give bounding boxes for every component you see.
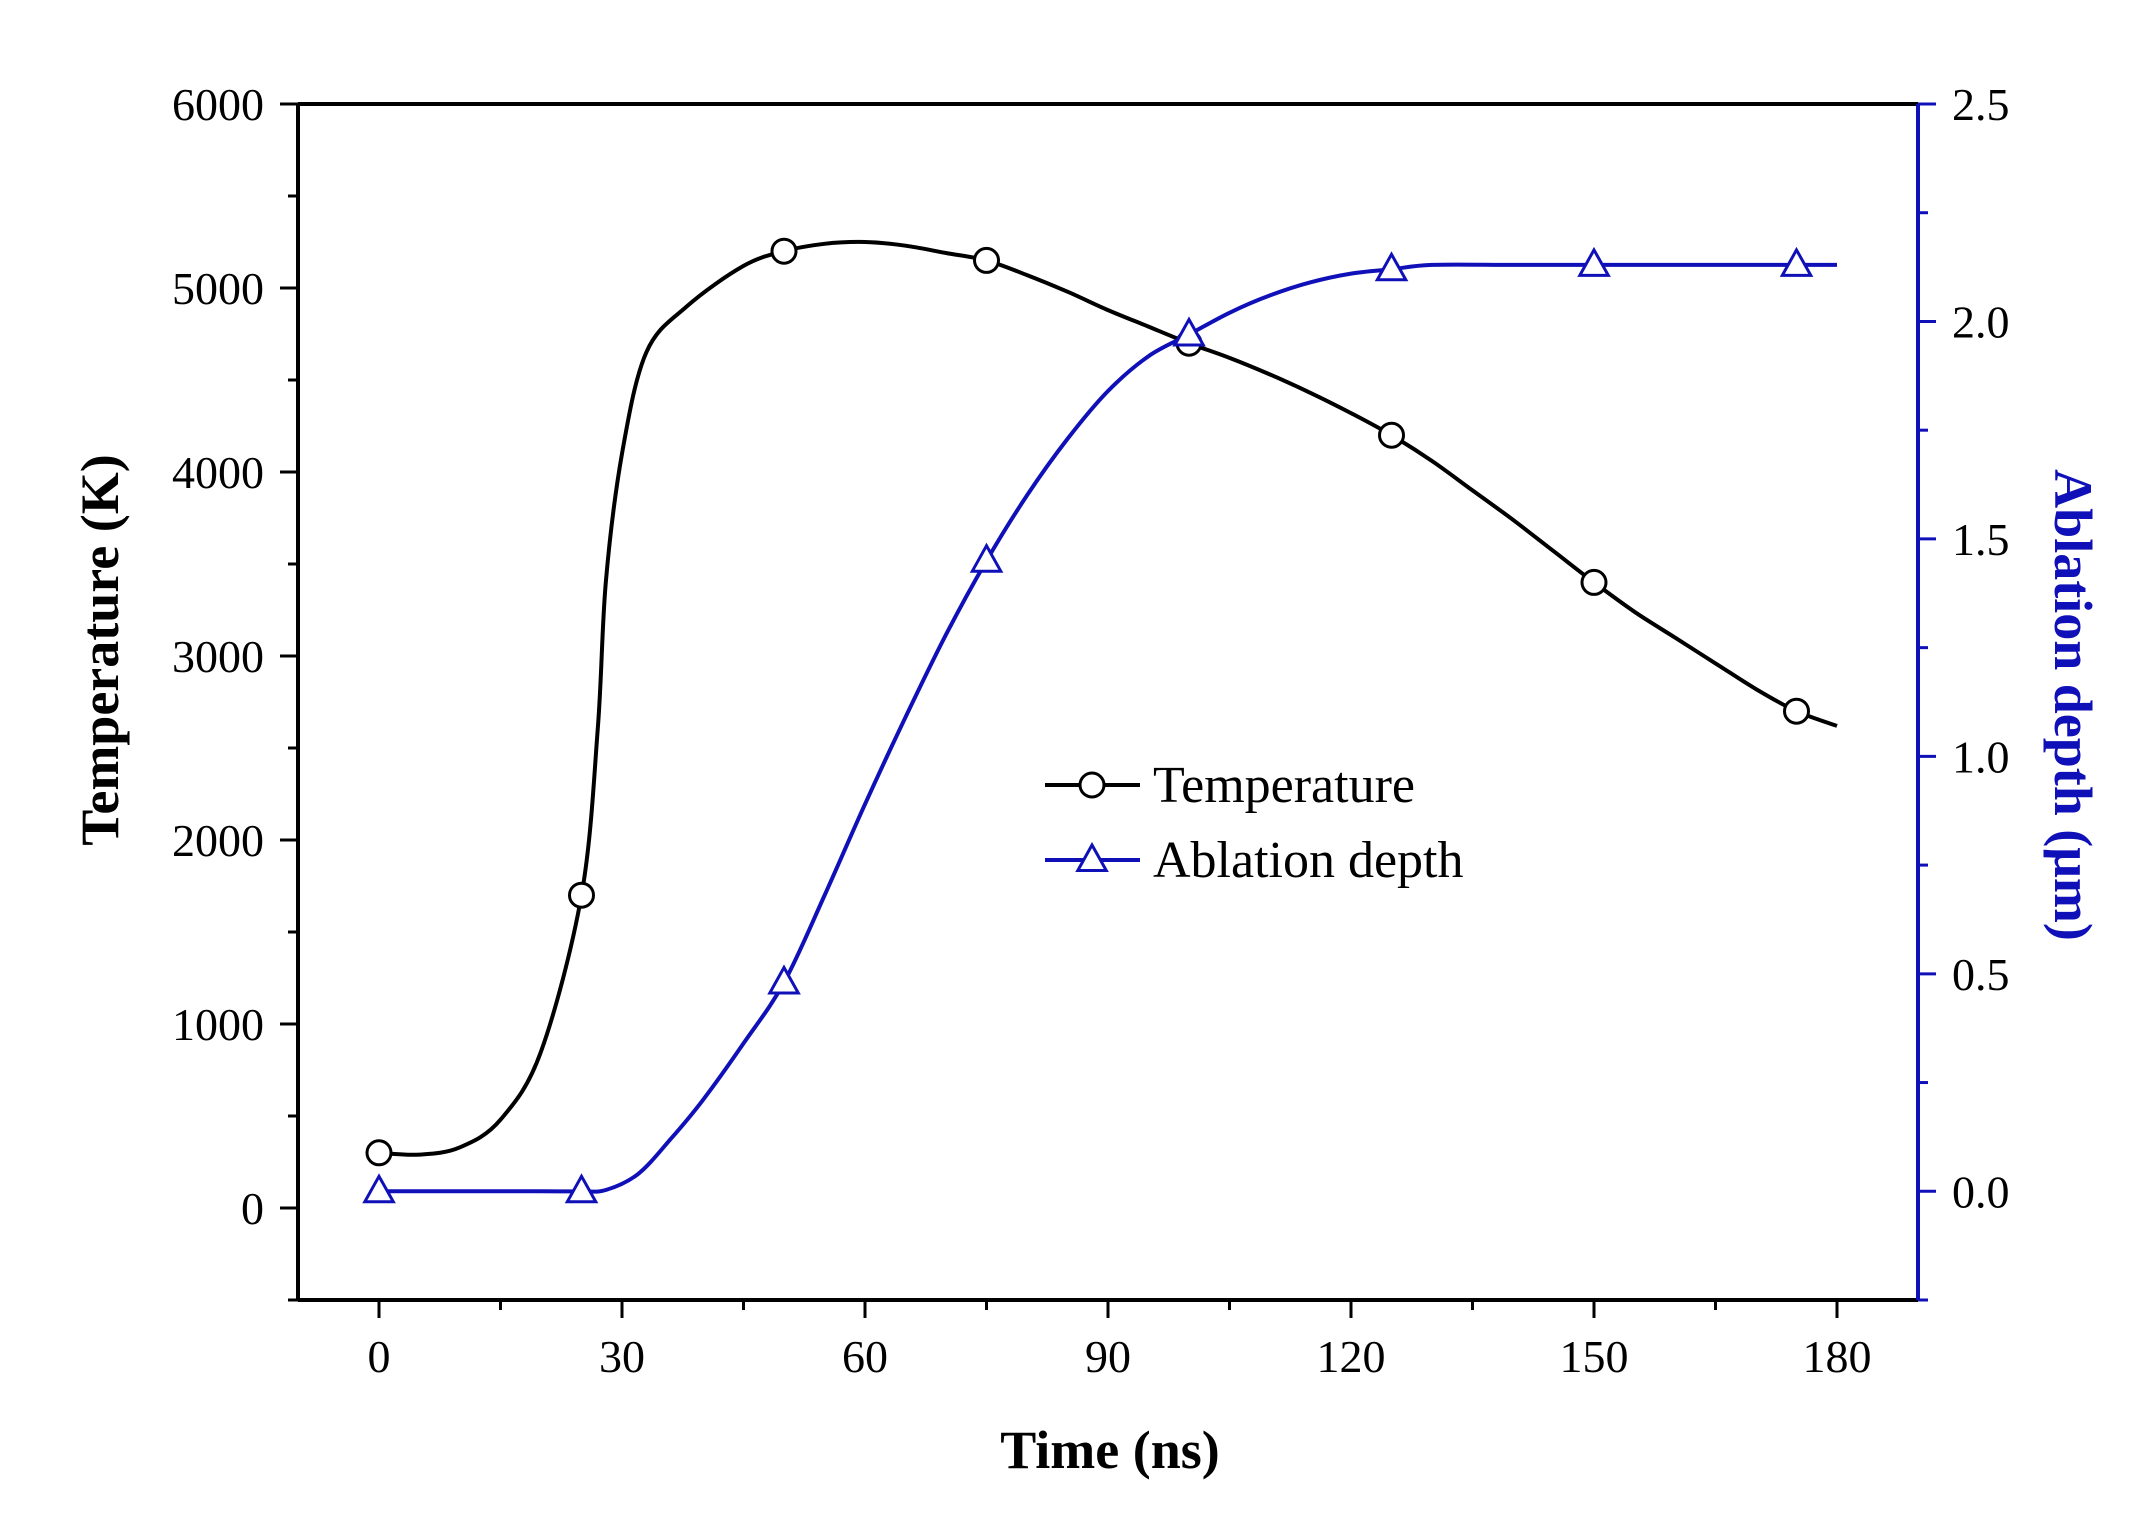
x-tick-label: 180 [1803,1331,1872,1382]
y-right-tick-label: 1.5 [1952,514,2010,565]
y-right-tick-label: 0.5 [1952,949,2010,1000]
legend-item-temperature: Temperature [1045,757,1415,814]
y-left-tick-label: 5000 [172,263,264,314]
legend-marker [1075,841,1109,872]
data-point-circle [1378,421,1405,449]
x-tick-label: 90 [1085,1331,1131,1382]
axes-layer: 0 30 60 90 120 150 180 0 1000 2000 3000 4000 5000 600… [172,79,2010,1382]
y-right-tick-label: 2.5 [1952,79,2010,130]
y-left-tick-label: 0 [241,1183,264,1234]
legend-label: Ablation depth [1153,832,1464,889]
legend-marker [1078,771,1106,799]
series-line [378,239,1838,1157]
data-point-triangle [969,542,1004,573]
legend: Temperature Ablation depth [1045,757,1464,889]
y-left-tick-label: 2000 [172,815,264,866]
data-point-circle [568,881,595,909]
x-tick-label: 120 [1317,1331,1386,1382]
legend-label: Temperature [1153,757,1415,814]
y-right-tick-label: 0.0 [1952,1166,2010,1217]
series-line [378,262,1837,1194]
y-left-tick-label: 3000 [172,631,264,682]
data-point-triangle [1577,246,1611,277]
data-point-circle [365,1139,393,1167]
x-tick-label: 150 [1560,1331,1629,1382]
x-tick-label: 0 [368,1331,391,1382]
data-point-circle [1783,697,1810,725]
x-tick-label: 30 [599,1331,645,1382]
y-axis-left-title: Temperature (K) [70,454,130,845]
y-left-tick-label: 6000 [172,79,264,130]
data-point-circle [1580,568,1608,596]
data-point-triangle [1779,246,1814,277]
data-point-triangle [362,1173,396,1204]
x-tick-label: 60 [842,1331,888,1382]
y-left-tick-label: 1000 [172,999,264,1050]
series-layer [362,237,1838,1204]
data-point-triangle [1172,316,1206,347]
data-point-circle [770,237,798,265]
data-point-triangle [564,1173,599,1204]
y-left-tick-label: 4000 [172,447,264,498]
y-right-tick-label: 2.0 [1952,296,2010,347]
y-axis-right-title: Ablation depth (μm) [2043,469,2103,941]
data-point-triangle [767,964,801,995]
series-ablation-depth [362,246,1837,1204]
data-point-circle [973,246,1000,274]
data-point-triangle [1374,251,1409,282]
y-right-tick-label: 1.0 [1952,731,2010,782]
x-axis-title: Time (ns) [1000,1420,1220,1480]
legend-item-ablation-depth: Ablation depth [1045,832,1464,889]
axis-titles: Time (ns) Temperature (K) Ablation depth… [70,454,2103,1480]
series-temperature [365,237,1838,1167]
